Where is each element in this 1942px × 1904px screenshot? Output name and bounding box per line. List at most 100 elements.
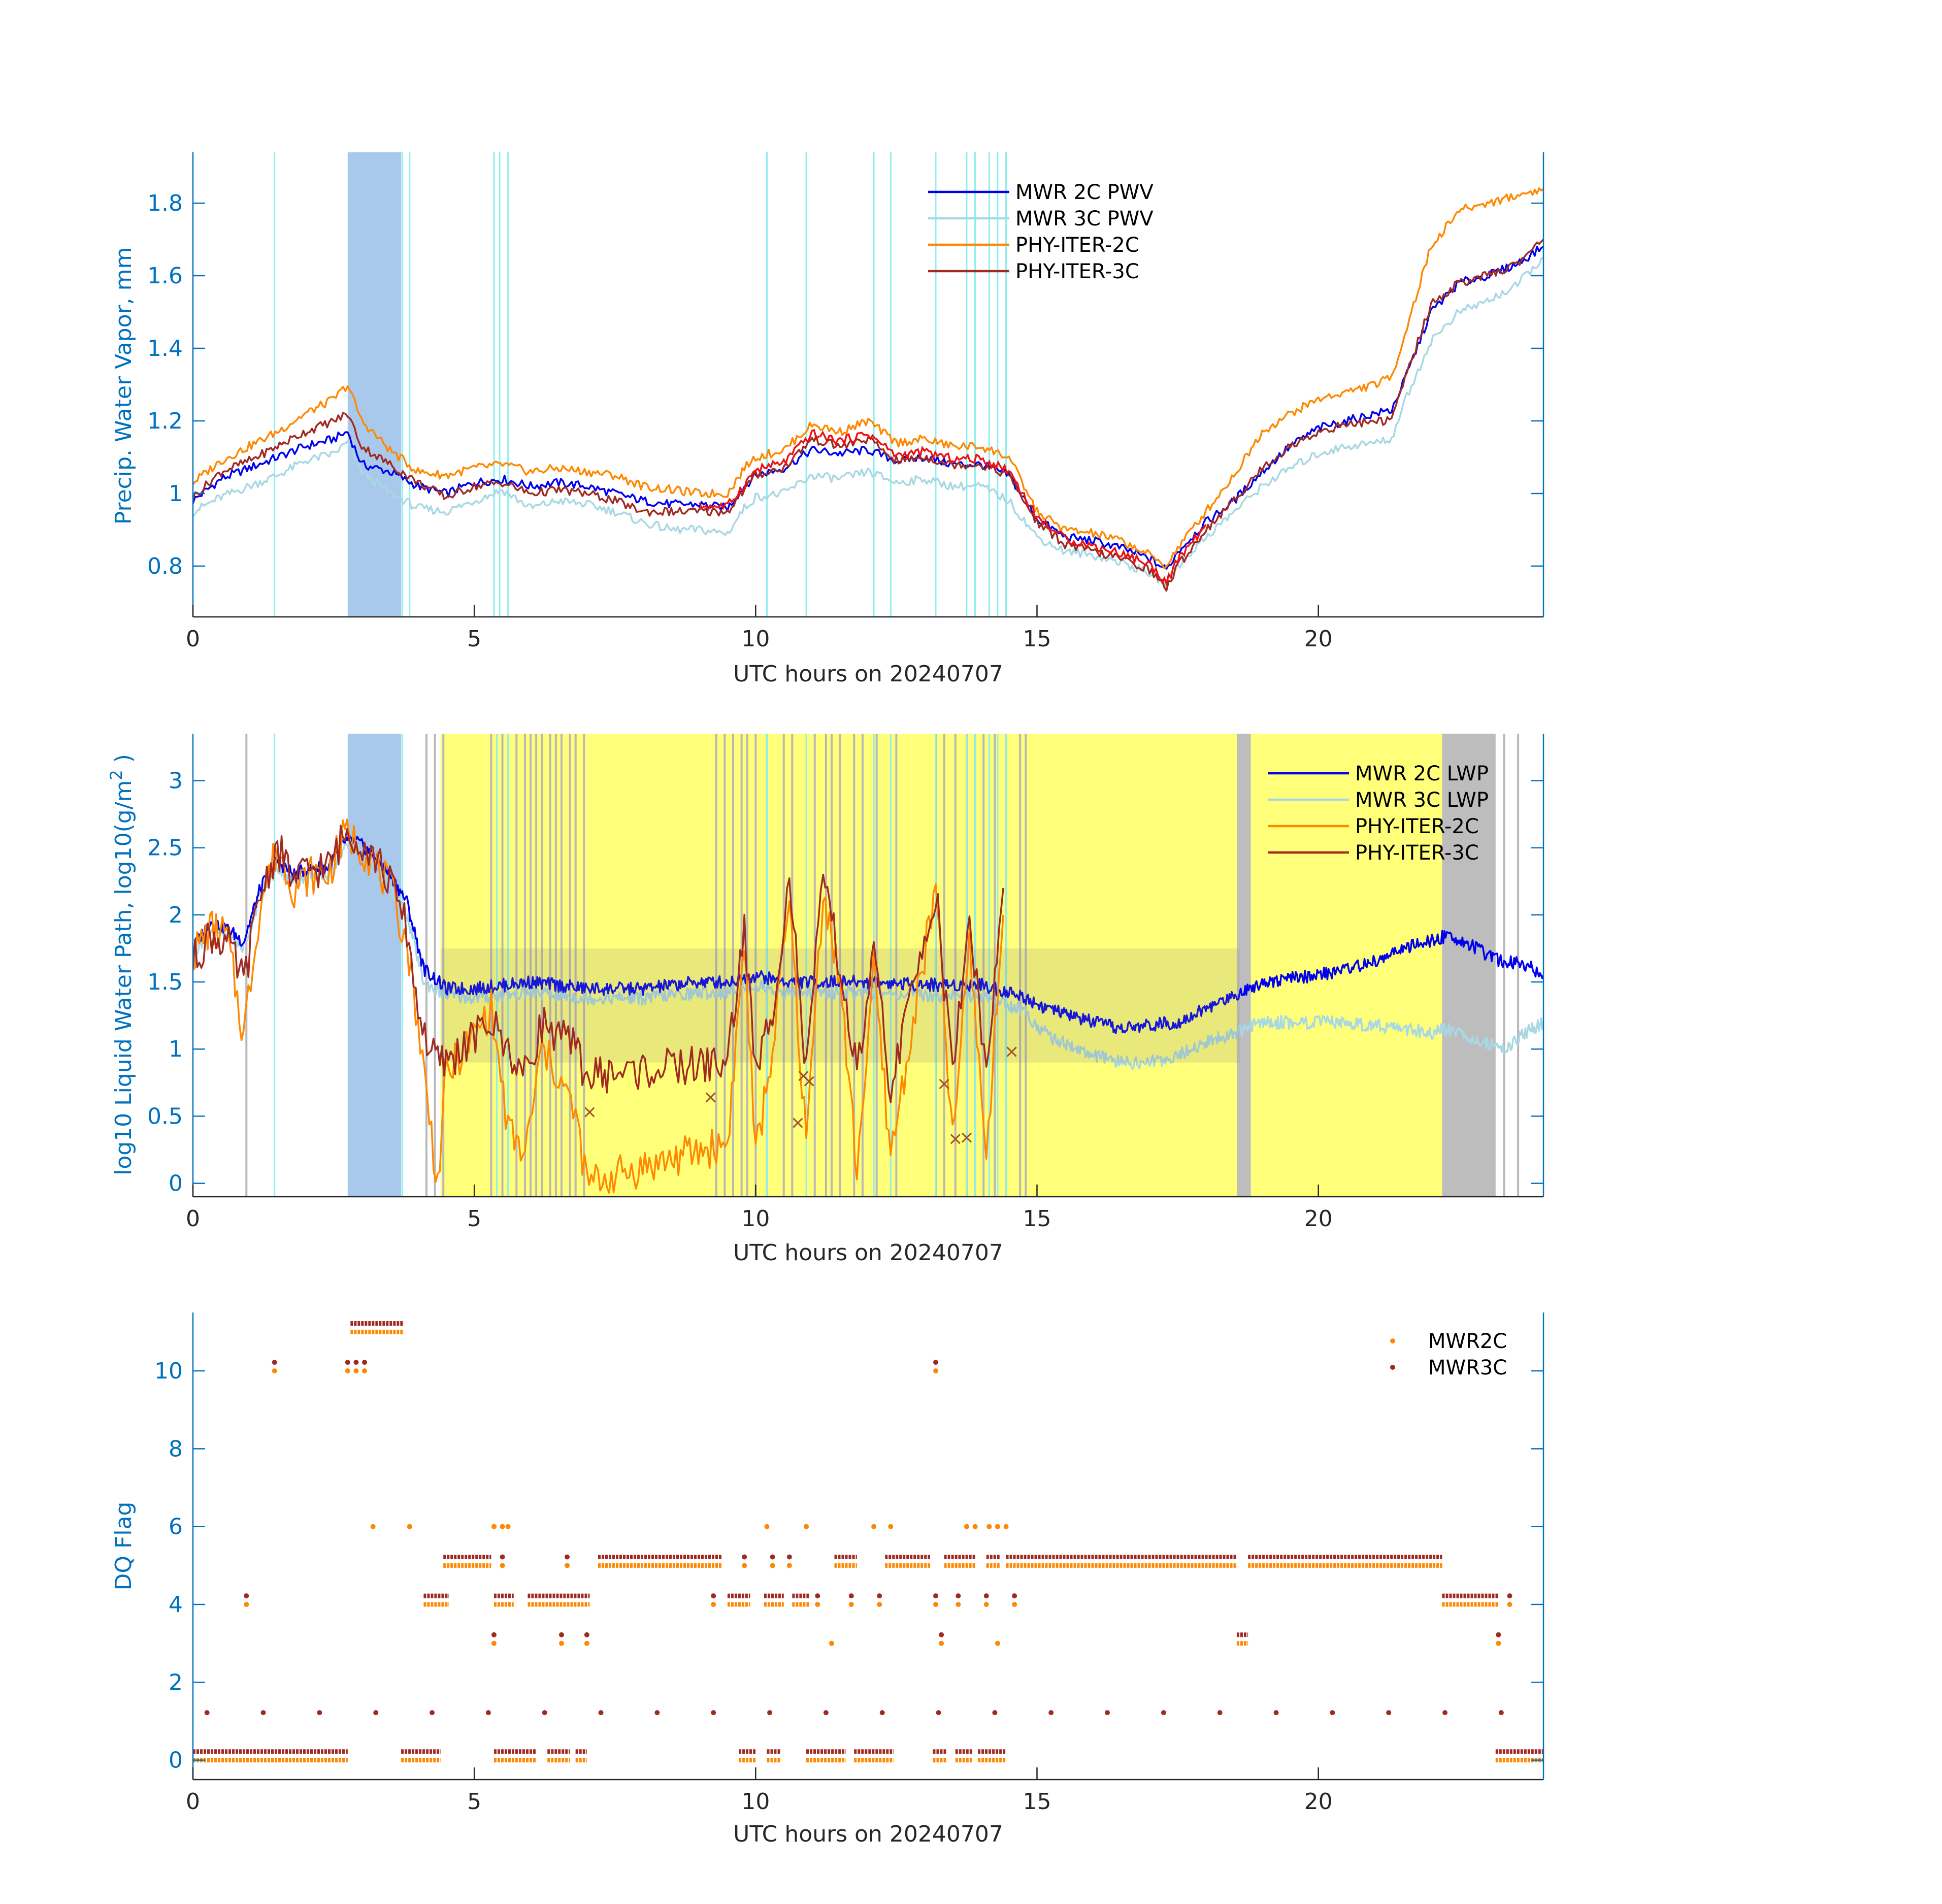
lwp-x-marker — [705, 1092, 716, 1103]
dq-flag-point — [353, 1360, 359, 1365]
dq-axes: 0 5 10 15 20 0 2 4 6 8 10 — [154, 1312, 1544, 1815]
dq-x-tick-label: 10 — [741, 1789, 770, 1815]
pwv-y-tick-label: 1.8 — [147, 190, 183, 216]
lwp-series-layer — [193, 818, 1543, 1194]
dq-y-tick-label: 2 — [169, 1669, 183, 1695]
dq-flag-point — [711, 1593, 716, 1599]
dq-flag-point — [407, 1524, 412, 1529]
dq-x-tick-label: 5 — [467, 1789, 481, 1815]
dq-flag-point — [565, 1563, 570, 1568]
lwp-y-tick-label: 0.5 — [147, 1103, 183, 1129]
dq-flag-point — [770, 1563, 775, 1568]
dq-flag-point — [933, 1360, 938, 1365]
lwp-legend-label: MWR 2C LWP — [1355, 762, 1489, 785]
dq-flag-point — [370, 1524, 376, 1529]
dq-legend: MWR2C MWR3C — [1390, 1330, 1507, 1380]
dq-flag-point — [542, 1710, 547, 1716]
dq-flag-point — [353, 1368, 359, 1373]
dq-y-tick-label: 4 — [169, 1592, 183, 1618]
lwp-x-marker — [1006, 1046, 1017, 1057]
dq-flag-point — [362, 1368, 368, 1373]
lwp-x-marker — [804, 1076, 814, 1087]
lwp-legend-label: PHY-ITER-2C — [1355, 815, 1479, 838]
dq-flag-point — [362, 1360, 368, 1365]
lwp-legend: MWR 2C LWP MWR 3C LWP PHY-ITER-2C PHY-ITER-… — [1268, 762, 1489, 865]
lwp-x-marker — [584, 1107, 595, 1118]
pwv-legend-label: MWR 3C PWV — [1015, 207, 1154, 231]
pwv-y-tick-label: 1.2 — [147, 408, 183, 434]
dq-flag-point — [1507, 1602, 1512, 1607]
dq-flag-point — [204, 1710, 210, 1716]
dq-flag-point — [1496, 1632, 1501, 1637]
pwv-overlap-line — [698, 429, 1207, 586]
pwv-x-tick-label: 15 — [1023, 626, 1051, 652]
dq-flag-point — [879, 1710, 885, 1716]
dq-legend-label: MWR3C — [1428, 1356, 1507, 1380]
dq-flag-point — [1161, 1710, 1166, 1716]
lwp-ylabel-tail: ) — [111, 754, 137, 770]
pwv-legend-label: MWR 2C PWV — [1015, 181, 1154, 204]
pwv-legend-label: PHY-ITER-2C — [1015, 234, 1139, 257]
dq-flag-point — [500, 1524, 505, 1529]
pwv-panel: 0 5 10 15 20 0.8 1 1.2 1.4 1.6 1.8 UTC hours on 20… — [111, 152, 1544, 687]
dq-flag-point — [244, 1593, 249, 1599]
dq-flag-point — [815, 1593, 820, 1599]
lwp-legend-label: MWR 3C LWP — [1355, 789, 1489, 812]
pwv-background-layer — [274, 152, 1007, 617]
pwv-xlabel: UTC hours on 20240707 — [733, 661, 1003, 687]
dq-flag-point — [888, 1524, 894, 1529]
dq-flag-point — [491, 1524, 497, 1529]
dq-flag-point — [992, 1710, 998, 1716]
pwv-y-tick-label: 0.8 — [147, 553, 183, 579]
dq-flag-point — [1048, 1710, 1054, 1716]
dq-flag-point — [1012, 1602, 1017, 1607]
dq-flag-point — [933, 1602, 938, 1607]
dq-legend-label: MWR2C — [1428, 1330, 1507, 1353]
dq-flag-point — [823, 1710, 829, 1716]
dq-flag-point — [244, 1602, 249, 1607]
dq-flag-point — [956, 1593, 961, 1599]
dq-x-tick-label: 15 — [1023, 1789, 1051, 1815]
lwp-ylabel-superscript: 2 — [107, 770, 126, 780]
dq-panel: 0 5 10 15 20 0 2 4 6 8 10 UTC hours on 20240707 DQ… — [111, 1312, 1544, 1847]
lwp-y-tick-label: 2 — [169, 902, 183, 928]
dq-flag-point — [742, 1563, 747, 1568]
lwp-background-layer — [245, 734, 1520, 1197]
dq-flag-point — [933, 1368, 938, 1373]
dq-ylabel: DQ Flag — [111, 1502, 137, 1591]
lwp-y-tick-label: 1.5 — [147, 969, 183, 995]
lwp-y-tick-label: 1 — [169, 1036, 183, 1062]
lwp-x-marker — [961, 1132, 972, 1143]
dq-flag-point — [1105, 1710, 1110, 1716]
dq-flag-point — [345, 1360, 350, 1365]
dq-flag-point — [491, 1632, 497, 1637]
dq-flag-point — [939, 1640, 944, 1646]
pwv-x-tick-label: 0 — [186, 626, 200, 652]
dq-x-tick-label: 20 — [1304, 1789, 1333, 1815]
pwv-series-line — [193, 187, 1543, 570]
lwp-flag-span — [1442, 734, 1496, 1197]
dq-flag-point — [1330, 1710, 1335, 1716]
lwp-x-tick-label: 5 — [467, 1206, 481, 1232]
dq-flag-point — [933, 1593, 938, 1599]
dq-flag-point — [770, 1554, 775, 1560]
dq-flag-point — [1273, 1710, 1279, 1716]
dq-flag-point — [1442, 1710, 1448, 1716]
pwv-x-tick-label: 10 — [741, 626, 770, 652]
pwv-y-tick-label: 1 — [169, 481, 183, 507]
dq-flag-point — [1498, 1710, 1504, 1716]
dq-flag-point — [983, 1593, 989, 1599]
pwv-ylabel: Precip. Water Vapor, mm — [111, 247, 137, 525]
lwp-x-tick-label: 20 — [1304, 1206, 1333, 1232]
dq-flag-point — [995, 1640, 1000, 1646]
dq-flag-point — [345, 1368, 350, 1373]
dq-flag-point — [764, 1524, 770, 1529]
dq-flag-point — [430, 1710, 435, 1716]
lwp-y-tick-label: 3 — [169, 768, 183, 794]
lwp-x-marker — [950, 1134, 961, 1144]
dq-flag-point — [485, 1710, 491, 1716]
dq-flag-point — [1496, 1640, 1501, 1646]
dq-flag-point — [272, 1368, 277, 1373]
dq-flag-point — [1507, 1593, 1512, 1599]
